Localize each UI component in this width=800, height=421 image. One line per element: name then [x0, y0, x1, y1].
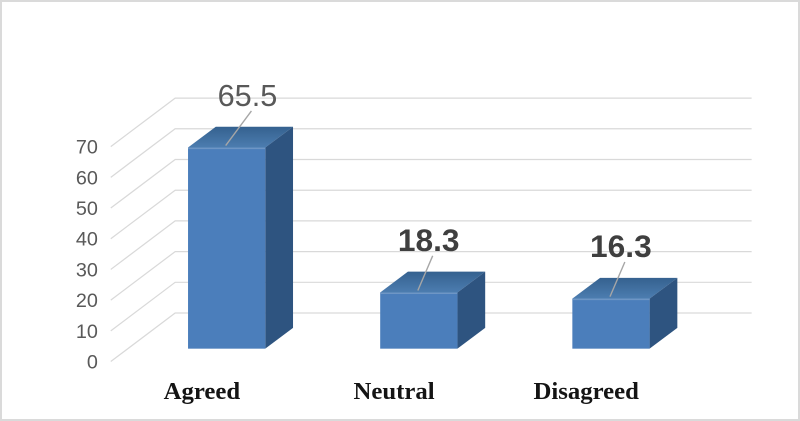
- gridline-40: [110, 189, 752, 240]
- bar-side-face: [457, 271, 486, 349]
- bar-side-face: [265, 126, 294, 349]
- y-tick-label: 10: [76, 321, 98, 343]
- y-tick-label: 0: [87, 351, 98, 373]
- data-label-annotations: 65.5 18.3 16.3: [218, 78, 652, 297]
- bar-neutral: [380, 271, 486, 349]
- y-tick-label: 60: [76, 167, 98, 189]
- data-label-disagreed: 16.3: [590, 228, 652, 264]
- bar-top-face: [380, 271, 486, 293]
- data-label-leader-line: [417, 255, 434, 291]
- bar-side-face: [649, 277, 678, 349]
- bar-front-face: [380, 292, 458, 349]
- data-label-leader-line: [609, 261, 626, 297]
- gridline-60: [110, 128, 752, 178]
- bar-disagreed: [572, 277, 678, 349]
- gridline-0: [110, 312, 752, 363]
- gridline-30: [110, 220, 752, 270]
- gridline-20: [110, 250, 752, 301]
- bar-front-face: [572, 298, 650, 349]
- bar-top-face: [188, 126, 294, 148]
- y-axis-tick-labels: 0 10 20 30 40 50 60 70: [76, 137, 98, 374]
- gridline-50: [110, 158, 752, 209]
- data-label-neutral: 18.3: [398, 222, 460, 258]
- bars: [188, 126, 678, 349]
- y-tick-label: 50: [76, 198, 98, 220]
- data-label-agreed: 65.5: [218, 78, 278, 113]
- category-label-disagreed: Disagreed: [534, 378, 640, 405]
- x-axis-category-labels: Agreed Neutral Disagreed: [164, 378, 640, 405]
- bar-top-face: [572, 277, 678, 299]
- gridlines: [110, 97, 752, 363]
- y-tick-label: 30: [76, 259, 98, 281]
- gridline-10: [110, 281, 752, 332]
- category-label-neutral: Neutral: [354, 378, 435, 405]
- category-label-agreed: Agreed: [164, 378, 241, 405]
- data-label-leader-line: [225, 110, 252, 146]
- y-tick-label: 70: [76, 137, 98, 159]
- y-tick-label: 20: [76, 290, 98, 312]
- y-tick-label: 40: [76, 229, 98, 251]
- bar-agreed: [188, 126, 294, 349]
- gridline-70: [110, 97, 752, 148]
- bar-front-face: [188, 147, 266, 349]
